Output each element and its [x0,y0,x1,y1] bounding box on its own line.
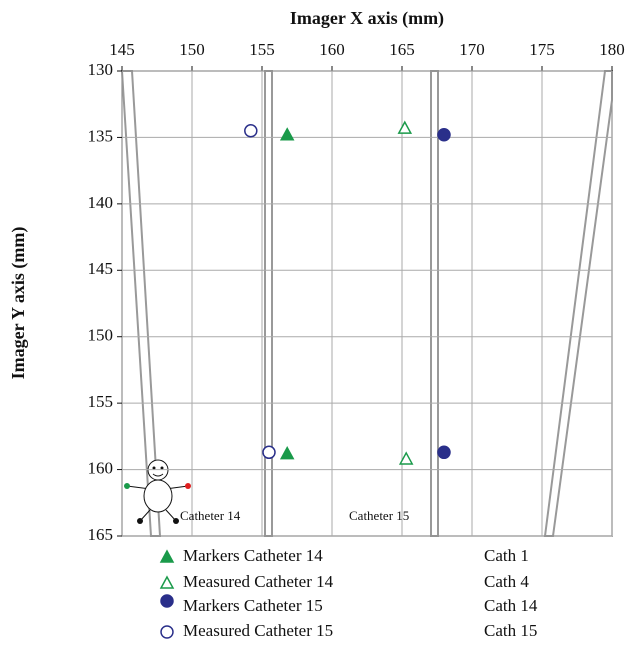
y-tick-label: 145 [88,259,114,278]
data-point [279,127,295,141]
annotation: Catheter 14 [180,508,241,523]
catheter-outline [543,70,613,537]
x-tick-label: 180 [599,40,625,59]
legend-label: Measured Catheter 14 [183,572,334,591]
x-tick-label: 170 [459,40,485,59]
legend-marker [160,594,174,608]
y-tick-label: 160 [88,458,114,477]
legend-marker [160,625,174,639]
y-tick-label: 150 [88,326,114,345]
x-tick-label: 175 [529,40,555,59]
legend-note: Cath 14 [484,596,538,615]
annotation: Catheter 15 [349,508,409,523]
y-tick-label: 155 [88,392,114,411]
legend-note: Cath 1 [484,546,529,565]
y-tick-label: 130 [88,60,114,79]
data-point [279,446,295,460]
x-axis-label: Imager X axis (mm) [290,8,444,29]
x-tick-label: 150 [179,40,205,59]
y-tick-label: 135 [88,126,114,145]
data-point [437,445,451,460]
y-axis-label: Imager Y axis (mm) [8,227,29,380]
x-tick-label: 165 [389,40,415,59]
data-point [398,451,414,465]
legend-label: Markers Catheter 15 [183,596,323,615]
y-tick-label: 140 [88,193,114,212]
legend-marker [159,549,175,563]
data-point [244,124,258,138]
catheter-outlines [120,70,613,537]
y-tick-label: 165 [88,525,114,544]
x-tick-label: 145 [109,40,135,59]
legend-label: Measured Catheter 15 [183,621,333,640]
legend-note: Cath 4 [484,572,529,591]
data-point [397,120,413,134]
data-point [262,445,276,460]
legend-marker [159,575,175,589]
catheter-outline [264,70,273,537]
x-tick-label: 155 [249,40,275,59]
plot-frame [121,70,613,537]
data-point [437,128,451,142]
x-tick-label: 160 [319,40,345,59]
legend-note: Cath 15 [484,621,537,640]
legend-label: Markers Catheter 14 [183,546,323,565]
catheter-outline [430,70,439,537]
